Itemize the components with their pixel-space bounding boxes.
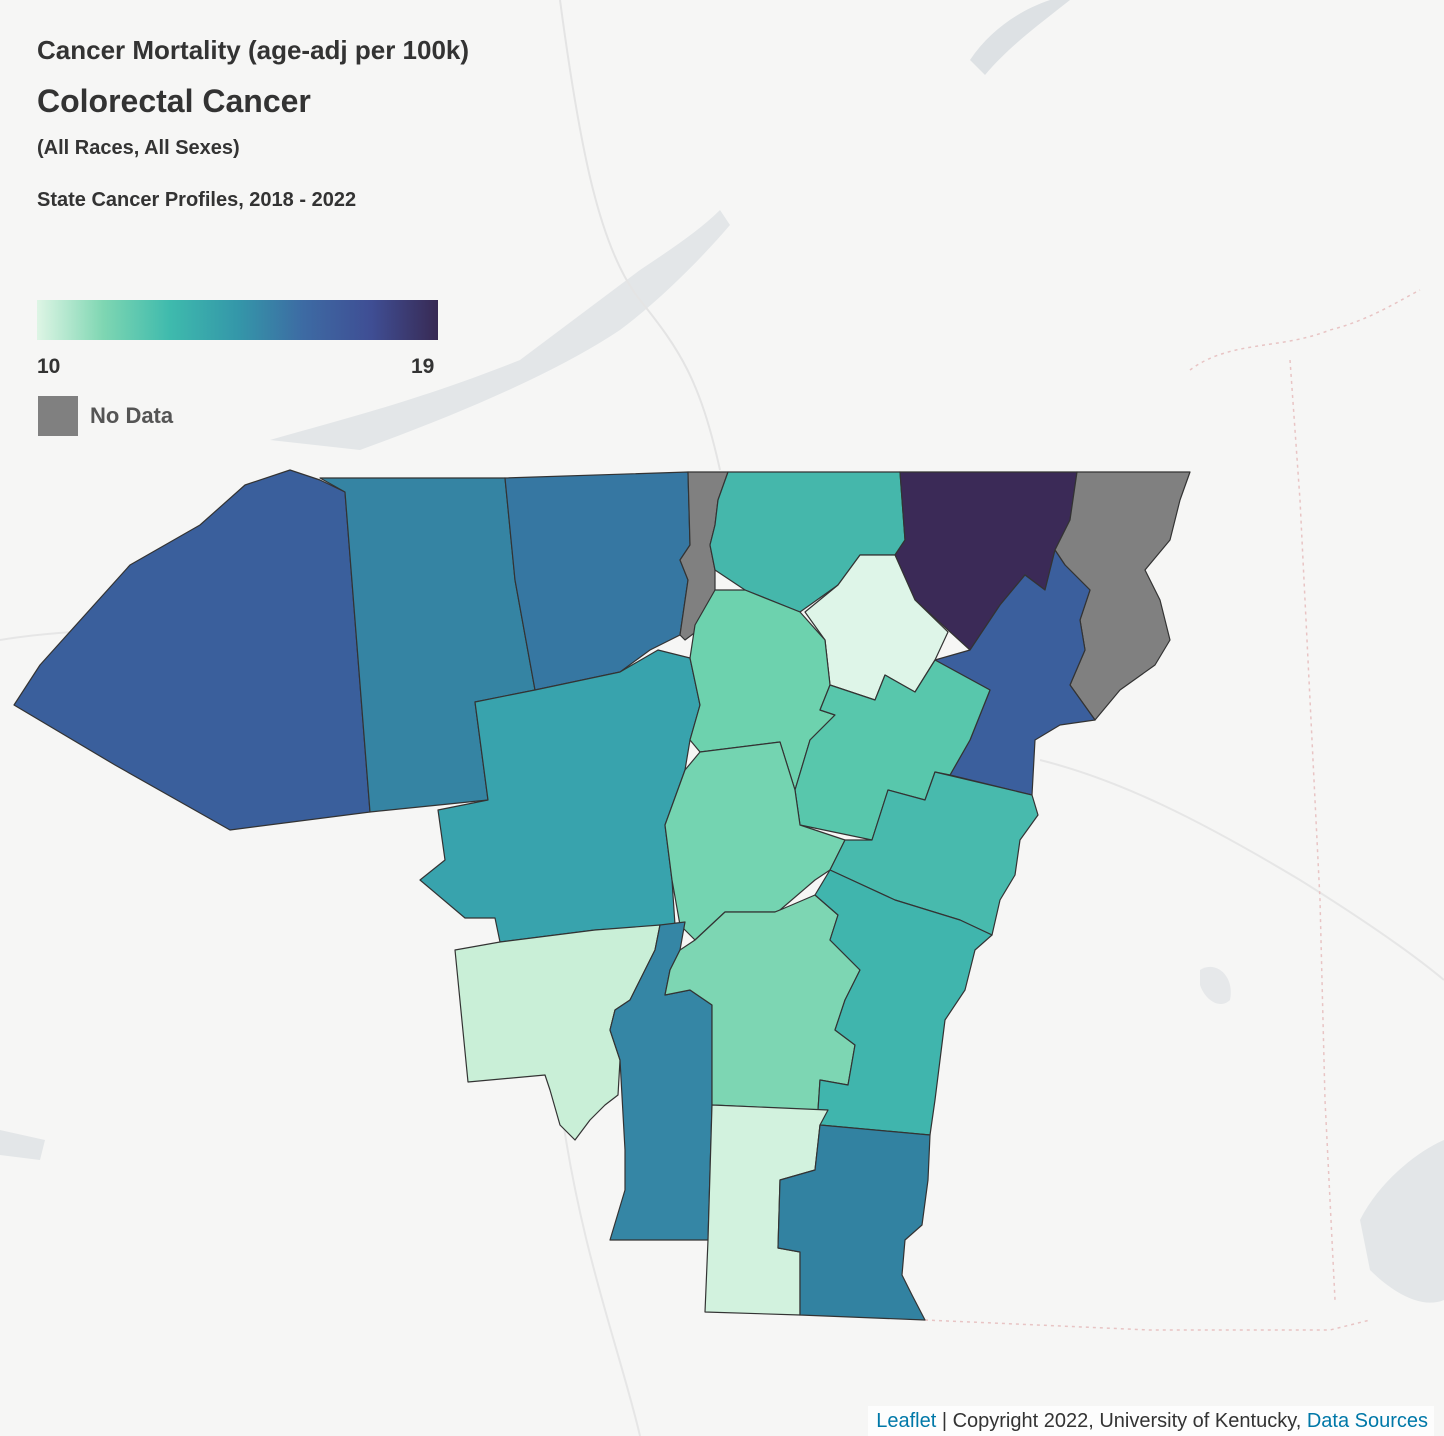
county-region[interactable] <box>419 649 701 943</box>
state-border <box>924 1319 1371 1331</box>
nodata-label: No Data <box>90 403 174 428</box>
water-body <box>1200 966 1231 1005</box>
legend-title-cancer: Colorectal Cancer <box>37 83 311 119</box>
attribution-separator: | <box>936 1410 953 1432</box>
nodata-swatch <box>38 396 78 436</box>
water-body <box>970 0 1070 75</box>
county-region[interactable] <box>13 469 371 831</box>
legend-max-label: 19 <box>411 355 435 378</box>
road-line <box>559 0 721 471</box>
legend-demographics: (All Races, All Sexes) <box>37 137 240 159</box>
county-region[interactable] <box>777 1124 931 1321</box>
road-line <box>1039 759 1444 981</box>
legend-min-label: 10 <box>37 355 61 378</box>
legend-source: State Cancer Profiles, 2018 - 2022 <box>37 189 357 211</box>
water-body <box>1360 1140 1444 1303</box>
map-attribution: Leaflet | Copyright 2022, University of … <box>868 1406 1434 1436</box>
water-body <box>0 1130 45 1160</box>
map-title-block: Cancer Mortality (age-adj per 100k) Colo… <box>37 30 469 214</box>
legend-title-measure: Cancer Mortality (age-adj per 100k) <box>37 35 470 65</box>
state-border <box>1189 289 1421 371</box>
legend-gradient-bar <box>37 300 438 340</box>
county-region[interactable] <box>829 771 1039 936</box>
road-line <box>559 1099 641 1436</box>
data-sources-link[interactable]: Data Sources <box>1306 1410 1428 1432</box>
leaflet-link[interactable]: Leaflet <box>876 1410 937 1432</box>
copyright-text: Copyright 2022, University of Kentucky, <box>952 1410 1307 1432</box>
